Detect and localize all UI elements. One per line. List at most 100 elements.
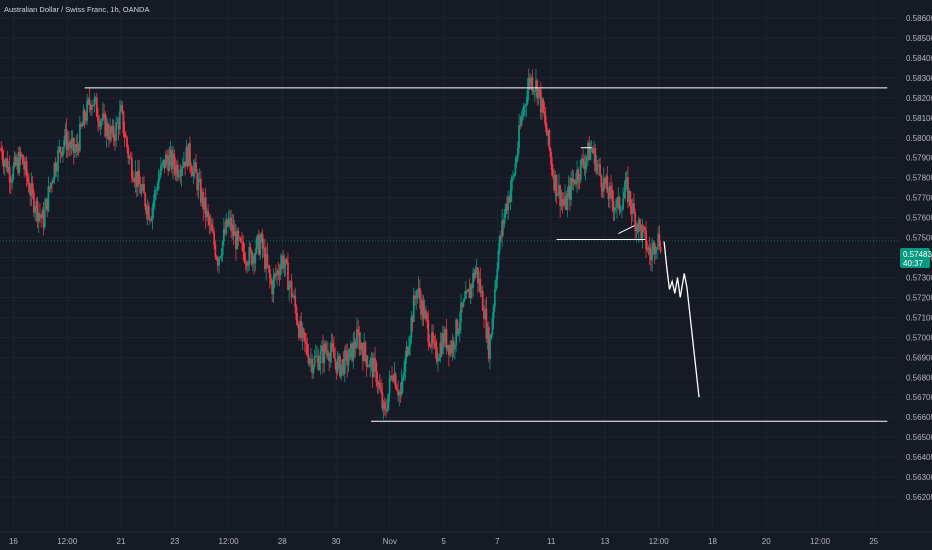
candle-body <box>319 350 322 364</box>
candle-body <box>100 120 103 122</box>
candle-body <box>308 360 311 364</box>
candle-body <box>577 169 580 180</box>
candle-body <box>92 105 95 106</box>
candlestick-series <box>0 68 662 420</box>
candle-body <box>180 168 183 176</box>
candle-body <box>446 345 449 350</box>
candle-body <box>434 342 437 347</box>
candle-body <box>438 357 441 361</box>
candle-body <box>302 328 305 334</box>
candle-body <box>278 273 281 275</box>
candle-body <box>112 126 115 140</box>
time-axis[interactable]: 16 12:00 21 23 12:00 28 30 Nov 5 7 11 13 12:00 18 20 12… <box>0 531 932 546</box>
candle-body <box>17 157 20 173</box>
candle-body <box>463 298 466 301</box>
candle-body <box>445 329 448 350</box>
candle-body <box>139 184 142 194</box>
candle-body <box>652 242 655 250</box>
candle-body <box>491 318 494 335</box>
candle-body <box>599 164 602 176</box>
candle-body <box>236 230 239 250</box>
candle-body <box>342 359 345 374</box>
candle-body <box>503 213 506 225</box>
candle-body <box>524 105 526 107</box>
candle-body <box>640 224 643 239</box>
candle-body <box>218 257 220 266</box>
candle-body <box>126 137 128 148</box>
candle-body <box>178 175 180 177</box>
candle-body <box>451 341 454 353</box>
candle-body <box>472 273 474 288</box>
candle-body <box>51 182 53 184</box>
candle-body <box>28 182 30 192</box>
candle-body <box>470 285 473 288</box>
candle-body <box>536 80 539 99</box>
candle-body <box>516 148 519 158</box>
projection-path[interactable] <box>663 241 700 398</box>
time-tick-label: 12:00 <box>219 537 240 546</box>
candle-body <box>66 142 69 150</box>
time-tick-label: 18 <box>708 537 717 546</box>
candle-body <box>629 191 632 207</box>
candle-body <box>316 355 318 357</box>
candle-body <box>659 247 662 253</box>
candle-body <box>58 147 61 150</box>
candle-body <box>245 262 248 267</box>
candle-body <box>82 110 85 126</box>
candle-body <box>284 259 287 266</box>
candle-body <box>24 161 27 170</box>
candle-body <box>164 154 167 169</box>
candle-body <box>151 207 154 220</box>
candle-body <box>242 241 245 252</box>
candle-body <box>584 161 587 170</box>
candle-body <box>199 178 202 203</box>
candle-body <box>489 339 491 359</box>
candle-body <box>52 179 55 183</box>
candle-body <box>40 215 43 219</box>
candle-body <box>300 321 303 339</box>
candle-body <box>167 158 170 171</box>
candle-body <box>481 290 484 311</box>
candle-body <box>192 168 195 176</box>
candle-body <box>181 167 184 169</box>
candle-body <box>443 332 445 344</box>
candle-body <box>636 224 639 232</box>
candle-body <box>408 346 410 355</box>
time-tick-label: 23 <box>170 537 179 546</box>
candle-body <box>510 177 513 191</box>
candle-body <box>647 247 650 251</box>
candle-body <box>306 344 309 355</box>
candle-body <box>156 189 159 191</box>
candle-body <box>474 269 477 279</box>
candle-body <box>456 319 459 334</box>
candle-body <box>26 176 29 183</box>
candle-body <box>334 358 337 362</box>
trend-annotation[interactable] <box>618 225 635 235</box>
candle-body <box>428 341 431 346</box>
candle-body <box>317 355 320 370</box>
candle-body <box>303 333 306 342</box>
candle-body <box>566 193 569 210</box>
candle-body <box>561 199 564 203</box>
candle-body <box>57 149 59 171</box>
candle-body <box>98 121 101 127</box>
candle-body <box>233 231 236 237</box>
candle-body <box>585 156 588 162</box>
candle-body <box>307 354 310 364</box>
candle-body <box>594 148 597 172</box>
candle-body <box>336 358 339 374</box>
candle-body <box>91 105 93 110</box>
candle-body <box>35 200 38 211</box>
candle-body <box>55 170 58 172</box>
candle-body <box>605 176 608 185</box>
candle-body <box>293 295 295 297</box>
candle-body <box>7 166 10 172</box>
candle-body <box>404 357 407 373</box>
